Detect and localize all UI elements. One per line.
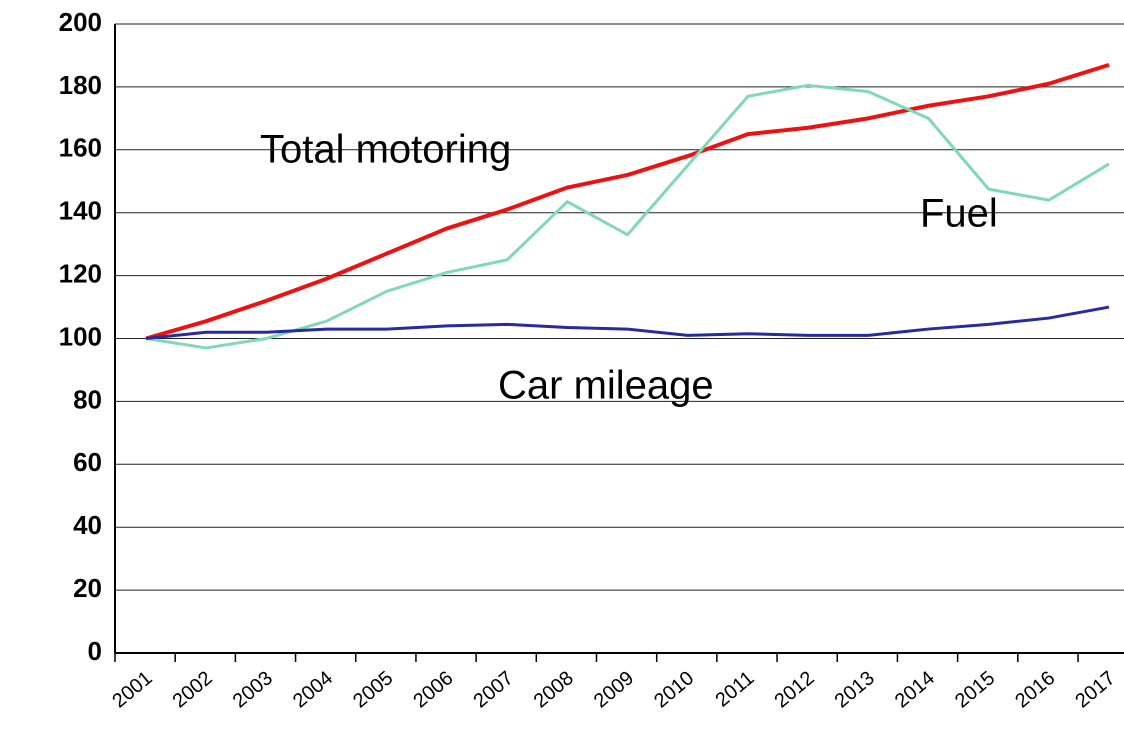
x-tick-label: 2014: [891, 667, 939, 712]
x-tick-label: 2002: [169, 667, 217, 712]
y-tick-label: 140: [59, 196, 102, 226]
x-tick-label: 2011: [711, 667, 758, 712]
x-tick-label: 2009: [590, 667, 638, 712]
y-tick-label: 200: [59, 7, 102, 37]
y-tick-label: 180: [59, 70, 102, 100]
x-tick-label: 2001: [108, 667, 156, 712]
x-tick-label: 2007: [470, 667, 518, 712]
y-tick-label: 160: [59, 133, 102, 163]
x-tick-label: 2017: [1071, 667, 1119, 712]
y-tick-label: 120: [59, 258, 102, 288]
line-series: [145, 305, 1110, 340]
y-tick-label: 60: [73, 447, 102, 477]
x-tick-label: 2015: [951, 667, 999, 712]
line-series: [145, 83, 1110, 350]
x-tick-label: 2005: [349, 667, 397, 712]
x-tick-label: 2012: [770, 667, 818, 712]
x-tick-label: 2013: [831, 667, 879, 712]
y-tick-label: 100: [59, 321, 102, 351]
x-tick-label: 2004: [289, 667, 337, 712]
x-tick-label: 2010: [650, 667, 698, 712]
series-label: Car mileage: [498, 364, 714, 408]
line-series: [145, 62, 1110, 341]
y-tick-label: 20: [73, 573, 102, 603]
x-tick-label: 2006: [409, 667, 457, 712]
y-tick-label: 0: [88, 636, 102, 666]
y-tick-label: 40: [73, 510, 102, 540]
x-tick-label: 2016: [1011, 667, 1059, 712]
x-tick-label: 2008: [530, 667, 578, 712]
series-label: Total motoring: [260, 128, 511, 172]
x-tick-label: 2003: [229, 667, 277, 712]
series-label: Fuel: [920, 192, 998, 236]
y-tick-label: 80: [73, 384, 102, 414]
